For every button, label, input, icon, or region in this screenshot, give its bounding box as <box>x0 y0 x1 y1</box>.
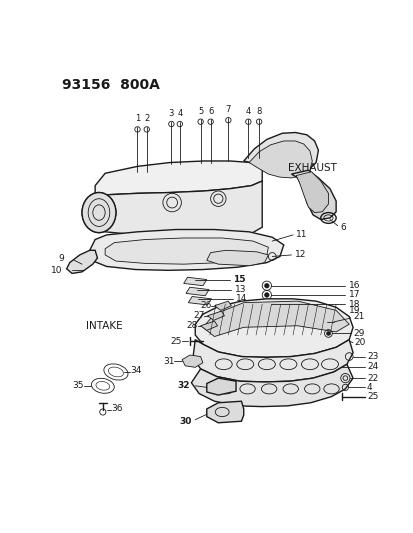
Polygon shape <box>95 181 261 238</box>
Text: 24: 24 <box>366 362 377 371</box>
Text: 23: 23 <box>366 352 377 361</box>
Text: 13: 13 <box>234 285 245 294</box>
Circle shape <box>264 293 268 297</box>
Text: 2: 2 <box>144 114 149 123</box>
Polygon shape <box>191 364 352 407</box>
Polygon shape <box>182 355 202 367</box>
Text: 6: 6 <box>207 107 213 116</box>
Circle shape <box>264 284 268 288</box>
Polygon shape <box>95 161 261 201</box>
Text: 26: 26 <box>199 301 211 310</box>
Text: INTAKE: INTAKE <box>85 321 122 331</box>
Text: 1: 1 <box>135 114 140 123</box>
Text: 9: 9 <box>59 254 64 263</box>
Text: 21: 21 <box>352 312 363 321</box>
Text: 31: 31 <box>163 357 174 366</box>
Circle shape <box>326 332 330 335</box>
Text: 36: 36 <box>111 405 123 414</box>
Text: 14: 14 <box>235 294 247 303</box>
Text: 16: 16 <box>348 281 359 290</box>
Text: 35: 35 <box>72 381 83 390</box>
Text: 29: 29 <box>352 329 363 338</box>
Text: 10: 10 <box>50 266 62 275</box>
Polygon shape <box>105 238 268 264</box>
Text: 19: 19 <box>348 306 359 315</box>
Text: 25: 25 <box>170 337 182 346</box>
Polygon shape <box>207 311 224 320</box>
Polygon shape <box>279 308 329 315</box>
Polygon shape <box>195 299 352 357</box>
Text: 27: 27 <box>192 311 204 320</box>
Polygon shape <box>214 301 231 310</box>
Polygon shape <box>295 172 328 213</box>
Text: 4: 4 <box>366 383 372 392</box>
Text: 15: 15 <box>233 275 245 284</box>
Text: 8: 8 <box>256 107 261 116</box>
Text: 7: 7 <box>225 105 230 114</box>
Text: 28: 28 <box>186 321 197 330</box>
Circle shape <box>264 302 268 306</box>
Text: 30: 30 <box>178 417 191 426</box>
Text: 22: 22 <box>366 374 377 383</box>
Polygon shape <box>192 340 352 382</box>
Polygon shape <box>90 230 283 270</box>
Text: 11: 11 <box>295 230 307 239</box>
Ellipse shape <box>82 192 116 232</box>
Text: 18: 18 <box>348 300 359 309</box>
Polygon shape <box>200 321 217 330</box>
Text: 3: 3 <box>168 109 173 118</box>
Ellipse shape <box>82 192 116 232</box>
Polygon shape <box>188 296 211 305</box>
Text: 17: 17 <box>348 290 359 300</box>
Text: 20: 20 <box>354 338 365 347</box>
Text: 12: 12 <box>294 251 305 260</box>
Text: 6: 6 <box>340 223 346 232</box>
Text: 93156  800A: 93156 800A <box>62 78 159 92</box>
Polygon shape <box>185 287 209 296</box>
Polygon shape <box>243 133 318 174</box>
Text: EXHAUST: EXHAUST <box>287 163 336 173</box>
Text: 4: 4 <box>245 107 250 116</box>
Polygon shape <box>206 378 235 395</box>
Polygon shape <box>206 401 243 423</box>
Polygon shape <box>206 251 268 265</box>
Text: 34: 34 <box>129 366 141 375</box>
Polygon shape <box>291 170 335 220</box>
Text: 25: 25 <box>366 392 377 401</box>
Polygon shape <box>183 277 206 286</box>
Polygon shape <box>202 301 349 336</box>
Polygon shape <box>249 141 311 178</box>
Text: 4: 4 <box>177 109 182 118</box>
Text: 5: 5 <box>197 107 203 116</box>
Polygon shape <box>66 251 97 273</box>
Text: 32: 32 <box>177 381 190 390</box>
